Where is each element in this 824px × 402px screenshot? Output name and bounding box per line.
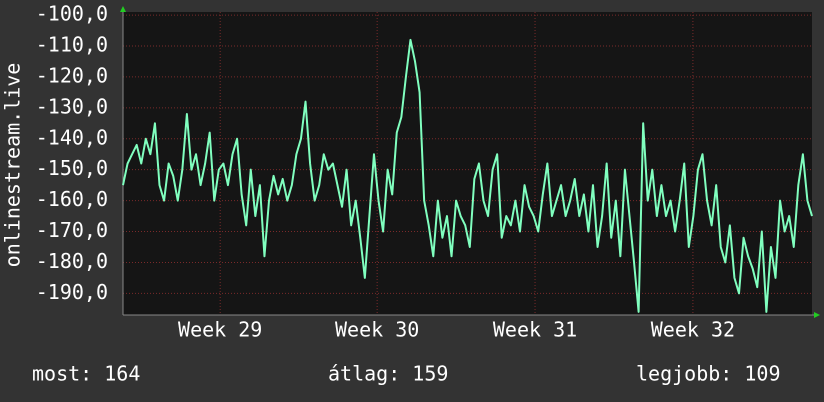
x-tick-label: Week 29 bbox=[178, 318, 262, 342]
stat-average: átlag: 159 bbox=[328, 362, 448, 386]
y-axis-label: onlinestream.live bbox=[1, 63, 25, 268]
y-tick-label: -160,0 bbox=[36, 187, 108, 211]
y-tick-label: -180,0 bbox=[36, 249, 108, 273]
y-tick-label: -170,0 bbox=[36, 218, 108, 242]
x-tick-label: Week 30 bbox=[335, 318, 419, 342]
y-axis-arrow bbox=[120, 6, 126, 12]
stat-current: most: 164 bbox=[32, 362, 140, 386]
y-tick-label: -110,0 bbox=[36, 33, 108, 57]
y-tick-label: -140,0 bbox=[36, 125, 108, 149]
x-tick-label: Week 32 bbox=[651, 318, 735, 342]
stat-best: legjobb: 109 bbox=[636, 362, 781, 386]
plot-area bbox=[123, 12, 812, 315]
grid bbox=[123, 12, 812, 315]
y-tick-label: -190,0 bbox=[36, 280, 108, 304]
x-axis-arrow bbox=[814, 312, 820, 318]
y-tick-label: -100,0 bbox=[36, 2, 108, 26]
x-tick-label: Week 31 bbox=[493, 318, 577, 342]
y-tick-label: -130,0 bbox=[36, 94, 108, 118]
y-tick-label: -150,0 bbox=[36, 156, 108, 180]
data-line bbox=[122, 38, 813, 313]
y-tick-label: -120,0 bbox=[36, 63, 108, 87]
